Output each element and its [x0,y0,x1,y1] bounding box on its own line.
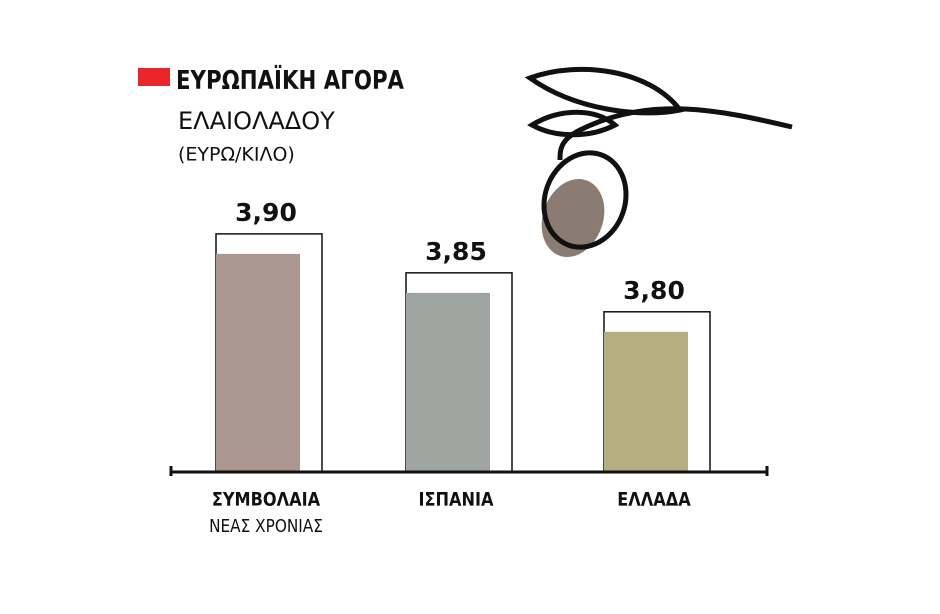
bar [216,253,300,472]
unit-label: (ΕΥΡΩ/ΚΙΛΟ) [178,144,295,166]
value-label: 3,85 [425,237,487,266]
chart-title: ΕΥΡΩΠΑΪΚΗ ΑΓΟΡΑ [176,65,405,96]
x-axis [169,466,769,476]
value-label: 3,80 [623,276,685,305]
chart-subtitle: ΕΛΑΙΟΛΑΔΟΥ [178,107,335,135]
x-tick-label: ΕΛΛΑΔΑ [617,489,691,511]
title-marker [138,68,170,86]
x-tick-label: ΙΣΠΑΝΙΑ [418,489,493,511]
x-tick-label: ΣΥΜΒΟΛΑΙΑ [212,489,321,511]
bar [604,331,688,472]
value-label: 3,90 [235,198,297,227]
bar [406,292,490,472]
olive-illustration [524,66,793,257]
x-tick-sublabel: ΝΕΑΣ ΧΡΟΝΙΑΣ [209,515,323,537]
